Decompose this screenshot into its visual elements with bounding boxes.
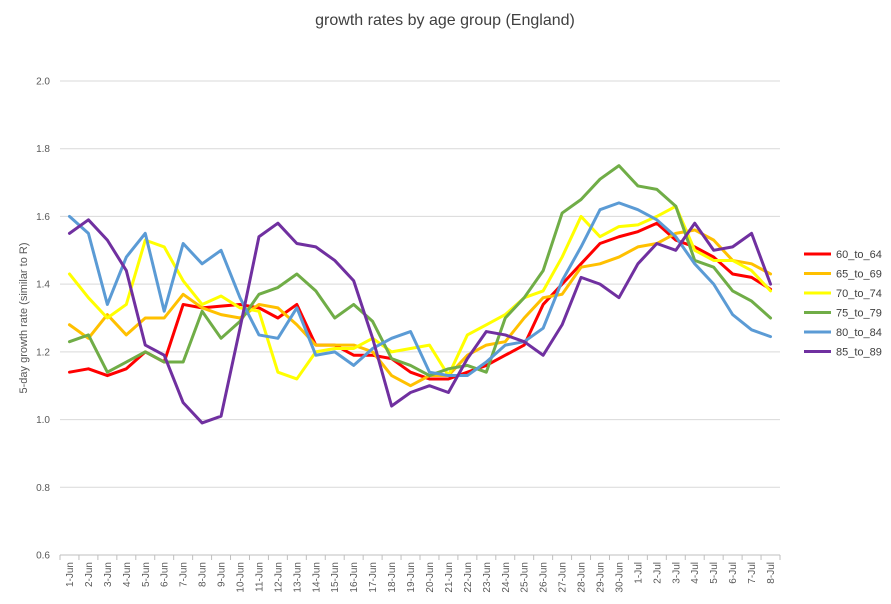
x-tick-label: 24-Jun: [501, 562, 512, 593]
x-tick-label: 28-Jun: [577, 562, 588, 593]
y-tick-label: 1.0: [36, 415, 50, 426]
x-tick-label: 30-Jun: [614, 562, 625, 593]
legend-label: 85_to_89: [836, 347, 882, 359]
y-tick-label: 1.8: [36, 144, 50, 155]
legend-label: 70_to_74: [836, 288, 882, 300]
y-tick-label: 1.6: [36, 212, 50, 223]
x-tick-label: 4-Jul: [690, 562, 701, 584]
x-tick-label: 2-Jul: [652, 562, 663, 584]
x-tick-label: 15-Jun: [330, 562, 341, 593]
grid-lines: [60, 80, 780, 556]
x-tick-label: 23-Jun: [482, 562, 493, 593]
x-tick-label: 21-Jun: [444, 562, 455, 593]
x-tick-label: 8-Jun: [198, 562, 209, 587]
y-tick-label: 0.8: [36, 483, 50, 494]
legend-label: 75_to_79: [836, 308, 882, 320]
series-line-60_to_64: [67, 221, 773, 381]
x-tick-label: 27-Jun: [558, 562, 569, 593]
x-tick-label: 17-Jun: [368, 562, 379, 593]
x-tick-label: 12-Jun: [273, 562, 284, 593]
y-axis-label: 5-day growth rate (similar to R): [18, 243, 30, 394]
legend-label: 60_to_64: [836, 249, 882, 261]
x-tick-label: 1-Jul: [633, 562, 644, 584]
x-tick-label: 6-Jun: [160, 562, 171, 587]
x-tick-label: 11-Jun: [254, 562, 265, 592]
x-tick-label: 3-Jul: [671, 562, 682, 584]
chart-title: growth rates by age group (England): [315, 12, 575, 29]
legend-label: 65_to_69: [836, 269, 882, 281]
x-tick-label: 19-Jun: [406, 562, 417, 593]
series-line-75_to_79: [67, 164, 773, 378]
y-tick-label: 2.0: [36, 77, 50, 88]
x-tick-label: 18-Jun: [387, 562, 398, 593]
x-tick-label: 25-Jun: [520, 562, 531, 593]
x-tick-label: 5-Jul: [709, 562, 720, 584]
x-tick-label: 16-Jun: [349, 562, 360, 593]
x-tick-label: 5-Jun: [141, 562, 152, 587]
x-tick-label: 8-Jul: [766, 562, 777, 584]
x-tick-label: 2-Jun: [84, 562, 95, 587]
series-lines: [67, 164, 773, 425]
y-tick-labels: 0.6 0.8 1.0 1.2 1.4 1.6 1.8 2.0: [36, 77, 50, 562]
x-tick-label: 7-Jun: [179, 562, 190, 587]
x-tick-label: 4-Jun: [122, 562, 133, 587]
x-tick-label: 3-Jun: [103, 562, 114, 587]
y-tick-label: 1.4: [36, 280, 50, 291]
legend-label: 80_to_84: [836, 327, 882, 339]
y-tick-label: 0.6: [36, 551, 50, 562]
x-tick-label: 7-Jul: [747, 562, 758, 584]
x-tick-label: 20-Jun: [425, 562, 436, 593]
series-line-65_to_69: [67, 228, 773, 388]
x-tick-label: 22-Jun: [463, 562, 474, 593]
x-tick-label: 1-Jun: [65, 562, 76, 587]
y-tick-label: 1.2: [36, 347, 50, 358]
x-tick-label: 9-Jun: [217, 562, 228, 587]
x-tick-label: 6-Jul: [728, 562, 739, 584]
x-tick-label: 13-Jun: [292, 562, 303, 593]
x-tick-label: 14-Jun: [311, 562, 322, 593]
x-tick-labels: 1-Jun 2-Jun 3-Jun 4-Jun 5-Jun 6-Jun 7-Jun 8-Jun…: [59, 555, 781, 593]
x-tick-label: 29-Jun: [596, 562, 607, 593]
series-line-85_to_89: [67, 218, 773, 425]
legend: 60_to_64 65_to_69 70_to_74 75_to_79 80_to_84…: [804, 249, 882, 359]
x-tick-label: 26-Jun: [539, 562, 550, 593]
series-line-80_to_84: [67, 201, 773, 378]
x-tick-label: 10-Jun: [236, 562, 247, 593]
